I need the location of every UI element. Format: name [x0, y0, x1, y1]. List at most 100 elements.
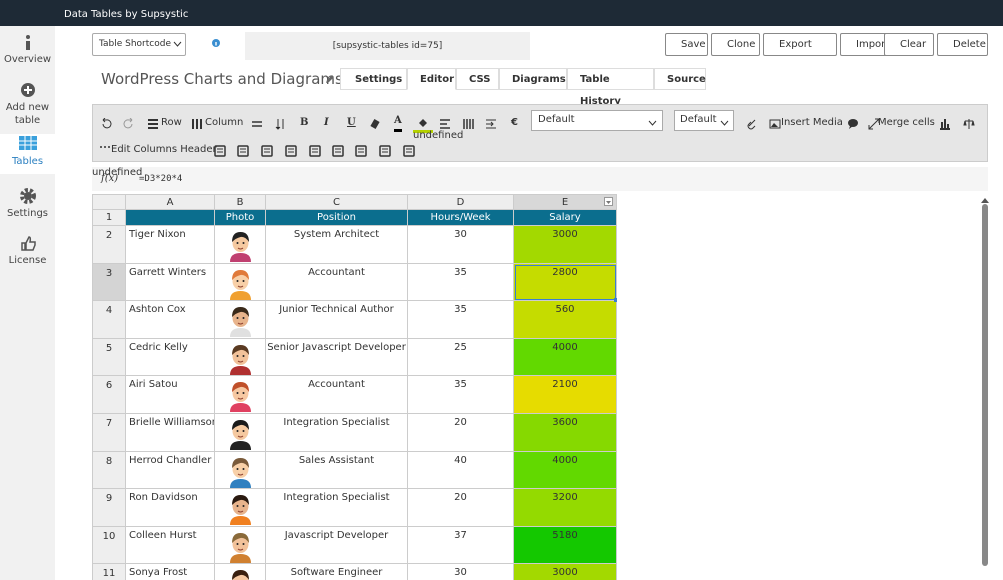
hours-cell[interactable]: 20: [408, 489, 514, 527]
position-cell[interactable]: Junior Technical Author: [266, 301, 408, 339]
toolbar-column[interactable]: Column: [205, 114, 243, 132]
hours-cell[interactable]: 35: [408, 376, 514, 414]
tool-icon[interactable]: [147, 118, 159, 133]
column-letter[interactable]: C: [266, 194, 408, 210]
name-cell[interactable]: Cedric Kelly: [126, 339, 215, 377]
position-cell[interactable]: Javascript Developer: [266, 527, 408, 565]
action-button[interactable]: Export: [763, 33, 837, 56]
name-cell[interactable]: Herrod Chandler: [126, 452, 215, 490]
position-cell[interactable]: Integration Specialist: [266, 489, 408, 527]
position-cell[interactable]: Sales Assistant: [266, 452, 408, 490]
insert-media[interactable]: Insert Media: [781, 114, 843, 132]
sidebar-item[interactable]: Tables: [0, 134, 55, 174]
currency-button[interactable]: €: [511, 114, 518, 132]
tool-icon[interactable]: [214, 145, 226, 160]
shortcode-select[interactable]: Table Shortcode: [92, 33, 186, 56]
edit-columns-header[interactable]: Edit Columns Header: [111, 141, 217, 159]
action-button[interactable]: Clear: [884, 33, 934, 56]
name-cell[interactable]: Brielle Williamson: [126, 414, 215, 452]
salary-cell[interactable]: 2100: [514, 376, 617, 414]
name-cell[interactable]: Tiger Nixon: [126, 226, 215, 264]
position-cell[interactable]: System Architect: [266, 226, 408, 264]
tool-icon[interactable]: [379, 145, 391, 160]
tool-icon[interactable]: [275, 118, 287, 133]
sidebar-item[interactable]: Settings: [0, 186, 55, 226]
action-button[interactable]: Save: [665, 33, 708, 56]
sidebar-item[interactable]: Overview: [0, 32, 55, 72]
tool-icon[interactable]: [99, 141, 111, 156]
header-cell[interactable]: Photo: [215, 210, 266, 226]
sidebar-item[interactable]: License: [0, 233, 55, 273]
merge-cells[interactable]: Merge cells: [878, 114, 935, 132]
hours-cell[interactable]: 25: [408, 339, 514, 377]
header-cell[interactable]: Salary: [514, 210, 617, 226]
tool-icon[interactable]: [747, 118, 759, 133]
name-cell[interactable]: Garrett Winters: [126, 264, 215, 302]
tool-icon[interactable]: [485, 118, 497, 133]
action-button[interactable]: Clone: [711, 33, 760, 56]
tab[interactable]: CSS: [456, 68, 499, 90]
tool-icon[interactable]: [403, 145, 415, 160]
column-letter[interactable]: A: [126, 194, 215, 210]
action-button[interactable]: Delete: [937, 33, 988, 56]
position-cell[interactable]: Senior Javascript Developer: [266, 339, 408, 377]
name-cell[interactable]: Airi Satou: [126, 376, 215, 414]
format-button[interactable]: A: [394, 114, 402, 132]
salary-cell[interactable]: 3600: [514, 414, 617, 452]
tool-icon[interactable]: [309, 145, 321, 160]
hours-cell[interactable]: 40: [408, 452, 514, 490]
tool-icon[interactable]: [369, 118, 381, 133]
tool-icon[interactable]: [332, 145, 344, 160]
salary-cell[interactable]: 5180: [514, 527, 617, 565]
header-cell[interactable]: Position: [266, 210, 408, 226]
font-select[interactable]: Default: [531, 110, 663, 131]
tool-icon[interactable]: [237, 145, 249, 160]
tab[interactable]: Diagrams: [499, 68, 567, 90]
salary-cell[interactable]: 3000: [514, 564, 617, 580]
hours-cell[interactable]: 20: [408, 414, 514, 452]
tool-icon[interactable]: [769, 118, 781, 133]
tool-icon[interactable]: [939, 118, 951, 133]
tab[interactable]: Table History: [567, 68, 654, 90]
tool-icon[interactable]: [100, 118, 112, 133]
scroll-arrow[interactable]: [981, 195, 989, 206]
tool-icon[interactable]: [847, 118, 859, 133]
format-button[interactable]: I: [324, 114, 329, 132]
hours-cell[interactable]: 35: [408, 264, 514, 302]
scrollbar[interactable]: [982, 204, 988, 566]
hours-cell[interactable]: 30: [408, 564, 514, 580]
name-cell[interactable]: Sonya Frost: [126, 564, 215, 580]
hours-cell[interactable]: 37: [408, 527, 514, 565]
salary-cell[interactable]: 560: [514, 301, 617, 339]
tab[interactable]: Editor: [407, 68, 456, 90]
tool-icon[interactable]: [439, 118, 451, 133]
tool-icon[interactable]: [355, 145, 367, 160]
tool-icon[interactable]: [963, 118, 975, 133]
position-cell[interactable]: Software Engineer: [266, 564, 408, 580]
salary-cell[interactable]: 3000: [514, 226, 617, 264]
sidebar-item[interactable]: Add new table: [0, 80, 55, 130]
toolbar-row[interactable]: Row: [161, 114, 182, 132]
column-letter[interactable]: E: [514, 194, 617, 210]
salary-cell[interactable]: 4000: [514, 339, 617, 377]
column-menu[interactable]: [604, 197, 613, 206]
tool-icon[interactable]: [191, 118, 203, 133]
position-cell[interactable]: Integration Specialist: [266, 414, 408, 452]
column-letter[interactable]: D: [408, 194, 514, 210]
header-cell[interactable]: Hours/Week: [408, 210, 514, 226]
tool-icon[interactable]: [123, 118, 135, 133]
tool-icon[interactable]: [285, 145, 297, 160]
hours-cell[interactable]: 35: [408, 301, 514, 339]
salary-cell[interactable]: 4000: [514, 452, 617, 490]
tool-icon[interactable]: [463, 118, 475, 133]
tab[interactable]: Source: [654, 68, 706, 90]
name-cell[interactable]: Ron Davidson: [126, 489, 215, 527]
format-button[interactable]: U: [347, 114, 356, 132]
name-cell[interactable]: Colleen Hurst: [126, 527, 215, 565]
tool-icon[interactable]: [251, 118, 263, 133]
format-button[interactable]: B: [300, 114, 308, 132]
name-cell[interactable]: Ashton Cox: [126, 301, 215, 339]
hours-cell[interactable]: 30: [408, 226, 514, 264]
column-letter[interactable]: B: [215, 194, 266, 210]
tool-icon[interactable]: [261, 145, 273, 160]
